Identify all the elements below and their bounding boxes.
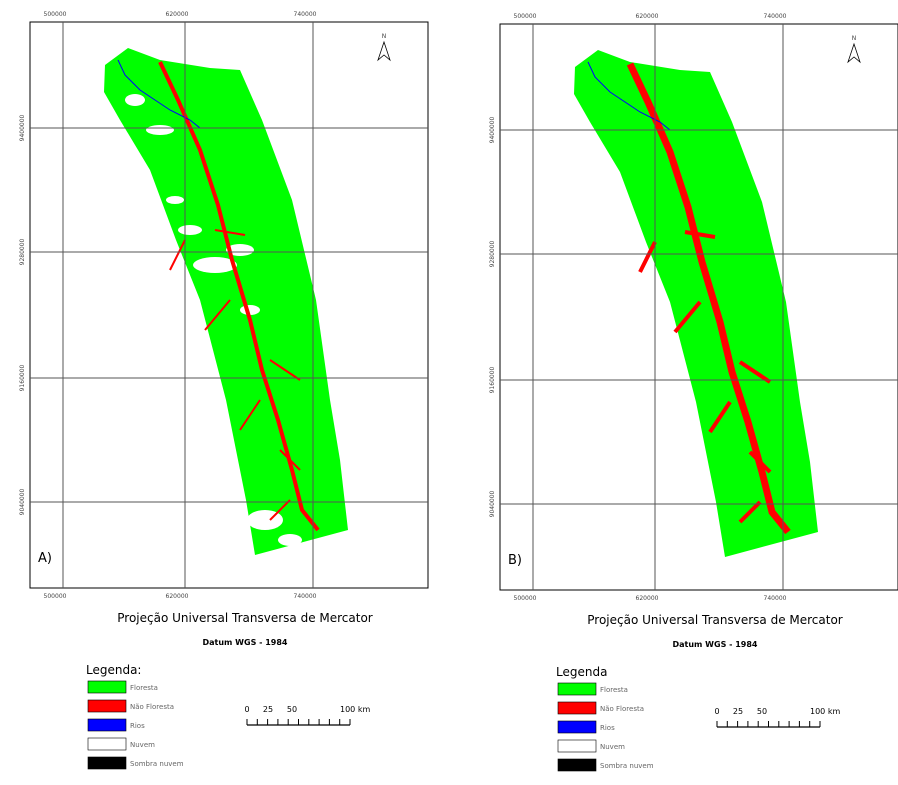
scale-label: 100 km: [810, 707, 840, 716]
y-tick-label: 9040000: [489, 490, 496, 517]
x-tick-label: 500000: [44, 593, 67, 600]
legend-label: Sombra nuvem: [600, 762, 654, 770]
scale-label: 50: [287, 705, 297, 714]
cloud: [178, 225, 202, 235]
cloud: [125, 94, 145, 106]
x-tick-label: 740000: [764, 595, 787, 602]
panel-label: B): [508, 553, 522, 568]
north-label: N: [852, 35, 857, 42]
legend-swatch: [88, 719, 126, 731]
figure: 500000 500000 620000 620000 740000 740000 9400…: [0, 0, 898, 781]
scale-label: 0: [244, 705, 249, 714]
x-tick-label: 740000: [764, 13, 787, 20]
legend-label: Rios: [600, 724, 615, 732]
projection: Projeção Universal Transversa de Mercato…: [117, 611, 373, 625]
x-tick-label: 740000: [294, 593, 317, 600]
legend-label: Rios: [130, 722, 145, 730]
legend-swatch: [88, 700, 126, 712]
scale-label: 25: [263, 705, 273, 714]
legend-label: Nuvem: [600, 743, 625, 751]
y-tick-label: 9280000: [489, 240, 496, 267]
legend-label: Não Floresta: [130, 703, 174, 711]
datum: Datum WGS - 1984: [203, 638, 288, 647]
cloud: [146, 125, 174, 135]
map-panel: 500000 500000 620000 620000 740000 740000 9400…: [489, 13, 898, 771]
y-tick-label: 9040000: [19, 488, 26, 515]
scale-label: 100 km: [340, 705, 370, 714]
scale-label: 50: [757, 707, 767, 716]
legend-swatch: [88, 738, 126, 750]
legend-swatch: [558, 740, 596, 752]
scale-label: 0: [714, 707, 719, 716]
y-tick-label: 9160000: [19, 364, 26, 391]
legend-swatch: [88, 757, 126, 769]
scale-label: 25: [733, 707, 743, 716]
legend-swatch: [558, 702, 596, 714]
y-tick-label: 9160000: [489, 366, 496, 393]
datum: Datum WGS - 1984: [673, 640, 758, 649]
legend-swatch: [558, 721, 596, 733]
north-label: N: [382, 33, 387, 40]
cloud: [166, 196, 184, 204]
x-tick-label: 500000: [44, 11, 67, 18]
legend-label: Floresta: [130, 684, 158, 692]
legend-label: Não Floresta: [600, 705, 644, 713]
x-tick-label: 620000: [636, 595, 659, 602]
legend-title: Legenda: [556, 665, 607, 679]
legend-swatch: [88, 681, 126, 693]
x-tick-label: 500000: [514, 595, 537, 602]
projection: Projeção Universal Transversa de Mercato…: [587, 613, 843, 627]
x-tick-label: 500000: [514, 13, 537, 20]
legend-swatch: [558, 683, 596, 695]
legend-swatch: [558, 759, 596, 771]
panel-label: A): [38, 551, 52, 566]
map-panel: 500000 500000 620000 620000 740000 740000 9400…: [19, 11, 428, 769]
legend-title: Legenda:: [86, 663, 141, 677]
x-tick-label: 620000: [166, 593, 189, 600]
legend-label: Floresta: [600, 686, 628, 694]
x-tick-label: 620000: [636, 13, 659, 20]
legend-label: Nuvem: [130, 741, 155, 749]
y-tick-label: 9280000: [19, 238, 26, 265]
cloud: [278, 534, 302, 546]
y-tick-label: 9400000: [489, 116, 496, 143]
x-tick-label: 740000: [294, 11, 317, 18]
y-tick-label: 9400000: [19, 114, 26, 141]
legend-label: Sombra nuvem: [130, 760, 184, 768]
x-tick-label: 620000: [166, 11, 189, 18]
